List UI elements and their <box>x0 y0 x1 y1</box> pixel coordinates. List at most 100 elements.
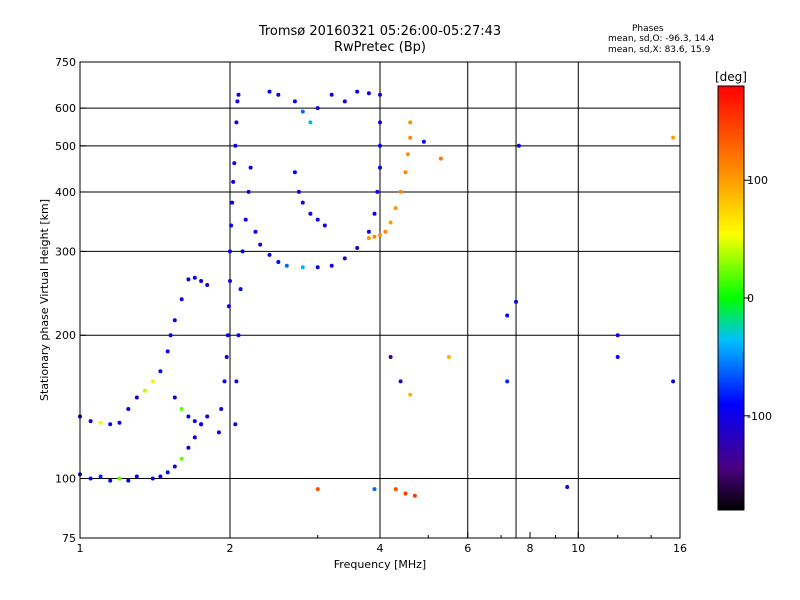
data-point <box>224 355 229 359</box>
data-point <box>233 143 238 148</box>
data-point <box>366 236 371 241</box>
data-point <box>126 407 131 411</box>
data-point <box>98 474 103 479</box>
data-point <box>172 318 177 323</box>
data-point <box>378 165 382 170</box>
x-axis-ticks: 1 2 4 6 8 10 16 <box>77 532 687 555</box>
phase-box-x-line: mean, sd,X: 83.6, 15.9 <box>608 45 711 55</box>
data-point <box>108 478 113 483</box>
x-tick-label: 6 <box>464 542 471 555</box>
data-point <box>315 106 320 111</box>
data-point <box>329 92 334 97</box>
y-tick-label: 500 <box>55 140 76 153</box>
data-point <box>446 355 451 359</box>
data-point <box>393 487 398 492</box>
colorbar-tick-label: 0 <box>747 292 754 305</box>
data-point <box>372 487 377 492</box>
data-point <box>267 252 272 257</box>
data-point <box>355 89 360 94</box>
data-point <box>388 220 393 225</box>
data-point <box>233 422 238 427</box>
data-point <box>186 414 191 419</box>
data-point <box>412 493 417 498</box>
data-point <box>108 422 113 427</box>
data-point <box>165 349 170 354</box>
data-point <box>366 229 371 234</box>
colorbar-tick-label: -100 <box>747 410 772 423</box>
data-point <box>372 211 377 216</box>
data-point <box>378 232 382 237</box>
colorbar-unit-label: [deg] <box>715 70 747 84</box>
data-point <box>246 189 251 194</box>
y-tick-label: 300 <box>55 245 76 258</box>
data-point <box>231 179 236 184</box>
y-axis-label: Stationary phase Virtual Height [km] <box>38 199 51 401</box>
y-tick-label: 750 <box>55 56 76 69</box>
data-point <box>342 256 347 261</box>
data-point <box>192 435 197 440</box>
data-point <box>403 170 408 175</box>
data-point <box>565 485 570 489</box>
data-point <box>126 478 131 483</box>
x-tick-label: 16 <box>673 542 687 555</box>
data-point <box>398 189 403 194</box>
x-tick-label: 2 <box>227 542 234 555</box>
plot-grid <box>80 62 680 538</box>
data-point <box>315 265 320 270</box>
data-point <box>267 89 272 94</box>
data-point <box>98 420 103 425</box>
data-point <box>516 143 521 148</box>
chart-title-line2: RwPretec (Bp) <box>333 40 427 55</box>
colorbar-ticks: 100 0 -100 <box>744 174 772 423</box>
data-point <box>236 92 241 97</box>
data-point <box>308 120 313 125</box>
plot-points <box>78 89 676 498</box>
data-point <box>408 135 413 140</box>
data-point <box>228 279 232 283</box>
y-tick-label: 200 <box>55 329 76 342</box>
x-axis-label: Frequency [MHz] <box>334 558 426 571</box>
data-point <box>179 456 184 461</box>
data-point <box>315 217 320 222</box>
data-point <box>150 476 155 481</box>
data-point <box>671 135 676 140</box>
data-point <box>229 223 234 228</box>
data-point <box>300 109 305 114</box>
data-point <box>671 379 676 384</box>
data-point <box>238 287 243 292</box>
data-point <box>243 217 248 222</box>
data-point <box>230 200 235 205</box>
data-point <box>150 379 155 384</box>
data-point <box>232 161 237 166</box>
data-point <box>179 297 184 302</box>
data-point <box>228 249 232 254</box>
data-point <box>378 120 382 125</box>
data-point <box>134 395 139 400</box>
data-point <box>378 92 382 97</box>
data-point <box>403 491 408 496</box>
data-point <box>225 333 230 338</box>
data-point <box>179 407 184 411</box>
data-point <box>398 379 403 384</box>
y-tick-label: 75 <box>62 532 76 545</box>
data-point <box>88 419 93 424</box>
data-point <box>117 420 122 425</box>
data-point <box>405 152 410 157</box>
data-point <box>168 333 173 338</box>
data-point <box>172 395 177 400</box>
data-point <box>300 200 305 205</box>
data-point <box>393 206 398 211</box>
data-point <box>248 165 253 170</box>
data-point <box>388 355 393 359</box>
data-point <box>342 99 347 104</box>
data-point <box>158 474 163 479</box>
data-point <box>158 369 163 374</box>
data-point <box>234 379 239 384</box>
phase-box-o-line: mean, sd,O: -96.3, 14.4 <box>608 34 715 44</box>
data-point <box>292 99 297 104</box>
data-point <box>235 99 240 104</box>
data-point <box>372 234 377 239</box>
data-point <box>199 279 204 283</box>
data-point <box>505 379 510 384</box>
